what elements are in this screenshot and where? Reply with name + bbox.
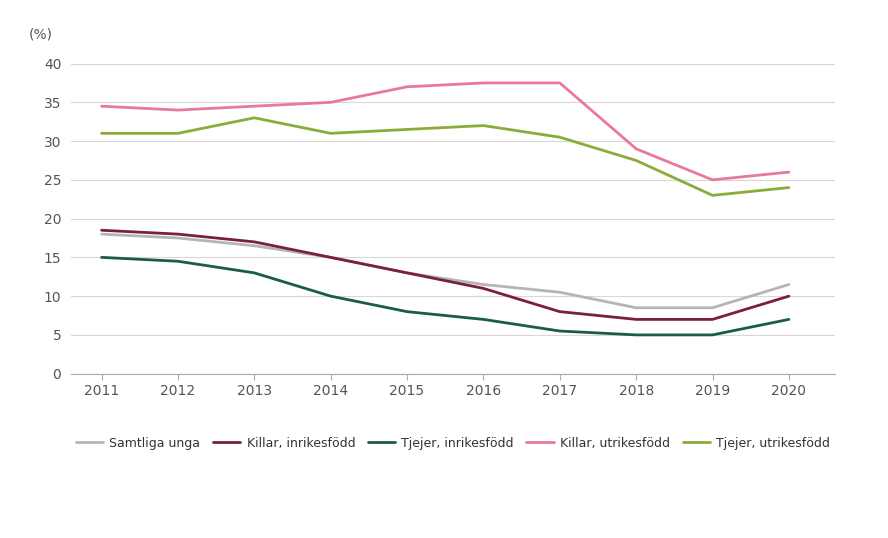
Killar, utrikesfödd — [325, 99, 336, 105]
Killar, utrikesfödd — [783, 169, 794, 175]
Tjejer, utrikesfödd — [401, 126, 412, 133]
Line: Tjejer, inrikesfödd: Tjejer, inrikesfödd — [101, 257, 789, 335]
Samtliga unga — [554, 289, 565, 295]
Killar, inrikesfödd — [478, 285, 488, 292]
Killar, utrikesfödd — [554, 80, 565, 86]
Tjejer, utrikesfödd — [554, 134, 565, 140]
Killar, utrikesfödd — [478, 80, 488, 86]
Samtliga unga — [783, 281, 794, 288]
Killar, utrikesfödd — [172, 107, 183, 114]
Killar, inrikesfödd — [96, 227, 107, 233]
Line: Killar, inrikesfödd: Killar, inrikesfödd — [101, 230, 789, 320]
Tjejer, inrikesfödd — [707, 331, 718, 338]
Tjejer, utrikesfödd — [96, 130, 107, 137]
Text: (%): (%) — [29, 27, 53, 41]
Tjejer, utrikesfödd — [783, 185, 794, 191]
Tjejer, utrikesfödd — [249, 115, 259, 121]
Tjejer, utrikesfödd — [630, 157, 641, 164]
Samtliga unga — [478, 281, 488, 288]
Killar, utrikesfödd — [249, 103, 259, 109]
Killar, utrikesfödd — [401, 83, 412, 90]
Samtliga unga — [96, 231, 107, 237]
Killar, inrikesfödd — [783, 293, 794, 299]
Tjejer, inrikesfödd — [554, 328, 565, 334]
Killar, utrikesfödd — [707, 176, 718, 183]
Killar, inrikesfödd — [554, 308, 565, 315]
Tjejer, utrikesfödd — [478, 122, 488, 129]
Line: Killar, utrikesfödd: Killar, utrikesfödd — [101, 83, 789, 180]
Tjejer, inrikesfödd — [172, 258, 183, 265]
Tjejer, utrikesfödd — [172, 130, 183, 137]
Samtliga unga — [707, 305, 718, 311]
Tjejer, inrikesfödd — [96, 254, 107, 260]
Tjejer, inrikesfödd — [325, 293, 336, 299]
Line: Samtliga unga: Samtliga unga — [101, 234, 789, 308]
Samtliga unga — [172, 235, 183, 241]
Tjejer, utrikesfödd — [707, 192, 718, 199]
Tjejer, inrikesfödd — [630, 331, 641, 338]
Killar, inrikesfödd — [401, 270, 412, 276]
Samtliga unga — [249, 243, 259, 249]
Tjejer, inrikesfödd — [401, 308, 412, 315]
Killar, inrikesfödd — [249, 239, 259, 245]
Tjejer, inrikesfödd — [249, 270, 259, 276]
Line: Tjejer, utrikesfödd: Tjejer, utrikesfödd — [101, 118, 789, 195]
Killar, inrikesfödd — [325, 254, 336, 260]
Samtliga unga — [630, 305, 641, 311]
Samtliga unga — [325, 254, 336, 260]
Tjejer, inrikesfödd — [783, 316, 794, 323]
Samtliga unga — [401, 270, 412, 276]
Killar, inrikesfödd — [707, 316, 718, 323]
Killar, inrikesfödd — [172, 231, 183, 237]
Legend: Samtliga unga, Killar, inrikesfödd, Tjejer, inrikesfödd, Killar, utrikesfödd, Tj: Samtliga unga, Killar, inrikesfödd, Tjej… — [70, 432, 836, 455]
Tjejer, utrikesfödd — [325, 130, 336, 137]
Killar, inrikesfödd — [630, 316, 641, 323]
Killar, utrikesfödd — [630, 146, 641, 152]
Tjejer, inrikesfödd — [478, 316, 488, 323]
Killar, utrikesfödd — [96, 103, 107, 109]
